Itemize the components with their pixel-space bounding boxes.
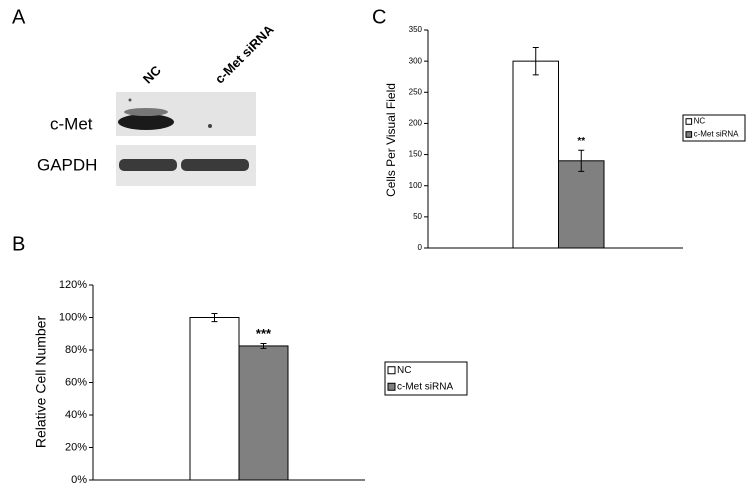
error-bar (578, 149, 585, 172)
y-tick-label: 100% (59, 311, 87, 323)
band-label: c-Met (50, 114, 93, 133)
legend-box (384, 361, 468, 396)
error-bar (211, 312, 218, 323)
bar (558, 160, 605, 249)
blot (116, 92, 256, 186)
y-tick-label: 40% (65, 409, 87, 421)
y-axis-label: Cells Per Visual Field (384, 83, 398, 197)
y-tick-label: 0 (418, 243, 423, 252)
band-label: GAPDH (37, 155, 97, 174)
y-tick-label: 250 (409, 87, 423, 96)
y-tick-label: 350 (409, 25, 423, 34)
panel-label: B (12, 233, 25, 255)
y-axis-label: Relative Cell Number (33, 316, 49, 449)
y-tick-label: 300 (409, 56, 423, 65)
panel-label: C (372, 6, 386, 28)
legend-label: c-Met siRNA (397, 381, 453, 392)
significance: *** (256, 326, 272, 341)
y-tick-label: 80% (65, 344, 87, 356)
bar (512, 60, 559, 249)
y-tick-label: 200 (409, 119, 423, 128)
y-tick-label: 50 (413, 212, 422, 221)
y-tick-label: 150 (409, 150, 423, 159)
legend-box (682, 114, 746, 142)
legend-swatch (685, 131, 693, 138)
legend-swatch (387, 382, 396, 391)
y-tick-label: 120% (59, 279, 87, 291)
y-tick-label: 100 (409, 181, 423, 190)
bar (189, 317, 240, 481)
lane-label: c-Met siRNA (212, 21, 277, 86)
legend-swatch (387, 366, 396, 375)
y-tick-label: 0% (71, 474, 87, 486)
significance: ** (577, 136, 585, 147)
y-tick-label: 20% (65, 441, 87, 453)
panel-label: A (12, 6, 26, 28)
error-bar (260, 343, 267, 349)
bar (238, 345, 289, 481)
error-bar (532, 46, 539, 76)
y-tick-label: 60% (65, 376, 87, 388)
legend-label: NC (397, 365, 411, 376)
lane-label: NC (140, 62, 164, 86)
legend-label: c-Met siRNA (694, 130, 740, 139)
legend-label: NC (694, 117, 706, 126)
legend-swatch (685, 118, 693, 125)
